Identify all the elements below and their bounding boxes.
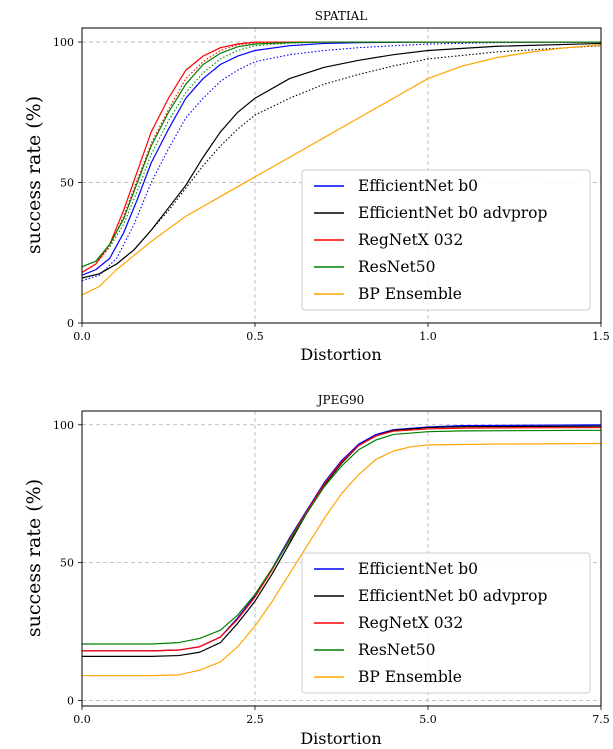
legend-label: EfficientNet b0 [358, 560, 478, 578]
series-line [82, 442, 601, 677]
plot-frame [81, 27, 602, 324]
series-line [82, 425, 601, 657]
chart-title: JPEG90 [316, 393, 365, 407]
series-line-dotted [82, 41, 601, 282]
x-tick-label: 2.5 [246, 713, 264, 726]
y-tick-label: 0 [67, 694, 74, 707]
chart-title: SPATIAL [315, 9, 368, 23]
y-tick-label: 50 [60, 557, 74, 570]
x-axis-label: Distortion [300, 345, 381, 364]
series-line [82, 44, 601, 296]
legend-label: EfficientNet b0 [358, 177, 478, 195]
chart-panel-jpeg90: JPEG90 0.0 2.5 5.0 7.5 0 50 100 Distortion suc… [23, 393, 610, 748]
series-line [82, 41, 601, 276]
legend: EfficientNet b0 EfficientNet b0 advprop Re… [301, 169, 591, 311]
y-axis-label: success rate (%) [23, 96, 45, 254]
y-tick-label: 0 [67, 317, 74, 330]
plot-frame [81, 410, 602, 707]
series-line [82, 41, 601, 268]
y-tick-label: 50 [60, 177, 74, 190]
legend-label: RegNetX 032 [358, 614, 463, 632]
x-tick-label: 0.0 [73, 713, 91, 726]
legend-label: ResNet50 [358, 641, 436, 659]
series-line [82, 429, 601, 645]
series-line-dotted [82, 41, 601, 268]
x-axis-label: Distortion [300, 729, 381, 748]
plot-lines [82, 41, 601, 296]
x-tick-label: 0.0 [73, 330, 91, 343]
x-tick-label: 5.0 [419, 713, 437, 726]
legend: EfficientNet b0 EfficientNet b0 advprop Re… [301, 552, 591, 694]
x-tick-label: 1.5 [592, 330, 610, 343]
legend-label: ResNet50 [358, 258, 436, 276]
y-tick-label: 100 [53, 36, 74, 49]
y-axis-label: success rate (%) [23, 479, 45, 637]
legend-label: EfficientNet b0 advprop [358, 587, 547, 605]
axis-ticks: 0.0 2.5 5.0 7.5 0 50 100 [53, 419, 610, 726]
x-tick-label: 7.5 [592, 713, 610, 726]
legend-label: RegNetX 032 [358, 231, 463, 249]
legend-box [301, 169, 591, 311]
axis-ticks: 0.0 0.5 1.0 1.5 0 50 100 [53, 36, 610, 343]
chart-panel-spatial: SPATIAL 0.0 0.5 1.0 1.5 0 50 100 Distortion su… [23, 9, 610, 364]
y-tick-label: 100 [53, 419, 74, 432]
x-tick-label: 0.5 [246, 330, 264, 343]
plot-lines [82, 424, 601, 677]
series-line [82, 426, 601, 652]
legend-label: BP Ensemble [358, 668, 462, 686]
legend-label: BP Ensemble [358, 285, 462, 303]
series-line [82, 42, 601, 279]
legend-box [301, 552, 591, 694]
legend-label: EfficientNet b0 advprop [358, 204, 547, 222]
x-tick-label: 1.0 [419, 330, 437, 343]
